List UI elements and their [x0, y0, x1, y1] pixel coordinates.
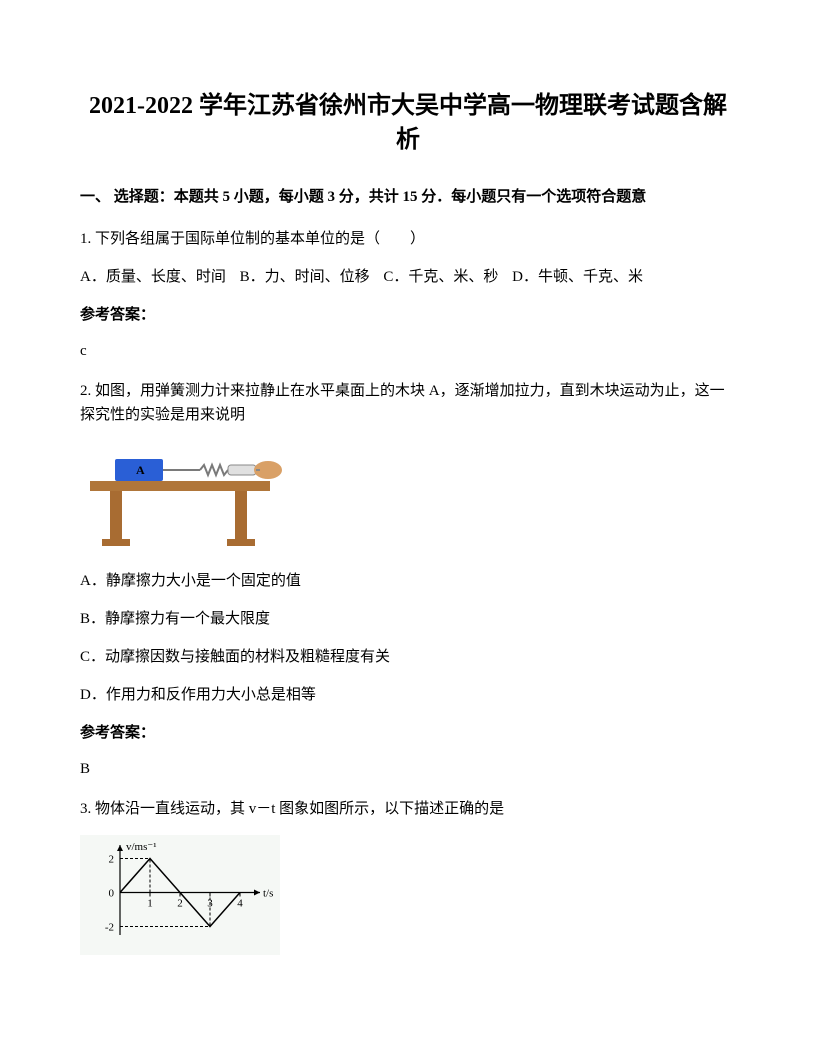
section-header: 一、 选择题：本题共 5 小题，每小题 3 分，共计 15 分．每小题只有一个选… — [80, 185, 736, 209]
table-foot-left — [102, 539, 130, 546]
spring-body — [228, 465, 256, 475]
q2-answer-label: 参考答案： — [80, 721, 736, 745]
q2-opt-d: D．作用力和反作用力大小总是相等 — [80, 683, 736, 707]
page-title: 2021-2022 学年江苏省徐州市大吴中学高一物理联考试题含解析 — [80, 90, 736, 157]
svg-text:-2: -2 — [105, 922, 114, 934]
svg-text:2: 2 — [177, 898, 183, 910]
svg-text:0: 0 — [109, 888, 115, 900]
q2-answer: B — [80, 757, 736, 781]
svg-text:4: 4 — [237, 898, 243, 910]
svg-text:t/s: t/s — [263, 888, 273, 900]
q1-opt-c: C．千克、米、秒 — [383, 269, 498, 285]
q2-opt-b: B．静摩擦力有一个最大限度 — [80, 607, 736, 631]
q2-stem: 2. 如图，用弹簧测力计来拉静止在水平桌面上的木块 A，逐渐增加拉力，直到木块运… — [80, 379, 736, 427]
table-leg-right — [235, 491, 247, 541]
q1-opt-a: A．质量、长度、时间 — [80, 269, 226, 285]
q3-chart: 1 2 3 4 -2 0 2 t/s v/ms⁻¹ — [80, 835, 736, 955]
svg-text:2: 2 — [109, 854, 115, 866]
spring-coil — [200, 465, 228, 475]
q1-opt-b: B．力、时间、位移 — [240, 269, 370, 285]
q1-answer: c — [80, 339, 736, 363]
q1-opt-d: D．牛顿、千克、米 — [512, 269, 643, 285]
q1-answer-label: 参考答案： — [80, 303, 736, 327]
table-foot-right — [227, 539, 255, 546]
svg-text:1: 1 — [147, 898, 153, 910]
q1-options: A．质量、长度、时间 B．力、时间、位移 C．千克、米、秒 D．牛顿、千克、米 — [80, 265, 736, 289]
q3-stem: 3. 物体沿一直线运动，其 v－t 图象如图所示，以下描述正确的是 — [80, 797, 736, 821]
q2-figure: A — [80, 441, 736, 551]
svg-text:3: 3 — [207, 898, 213, 910]
block-a-label: A — [136, 463, 145, 477]
svg-text:v/ms⁻¹: v/ms⁻¹ — [126, 841, 157, 853]
table-top — [90, 481, 270, 491]
q1-stem: 1. 下列各组属于国际单位制的基本单位的是（ ） — [80, 227, 736, 251]
q2-opt-c: C．动摩擦因数与接触面的材料及粗糙程度有关 — [80, 645, 736, 669]
q2-opt-a: A．静摩擦力大小是一个固定的值 — [80, 569, 736, 593]
table-leg-left — [110, 491, 122, 541]
